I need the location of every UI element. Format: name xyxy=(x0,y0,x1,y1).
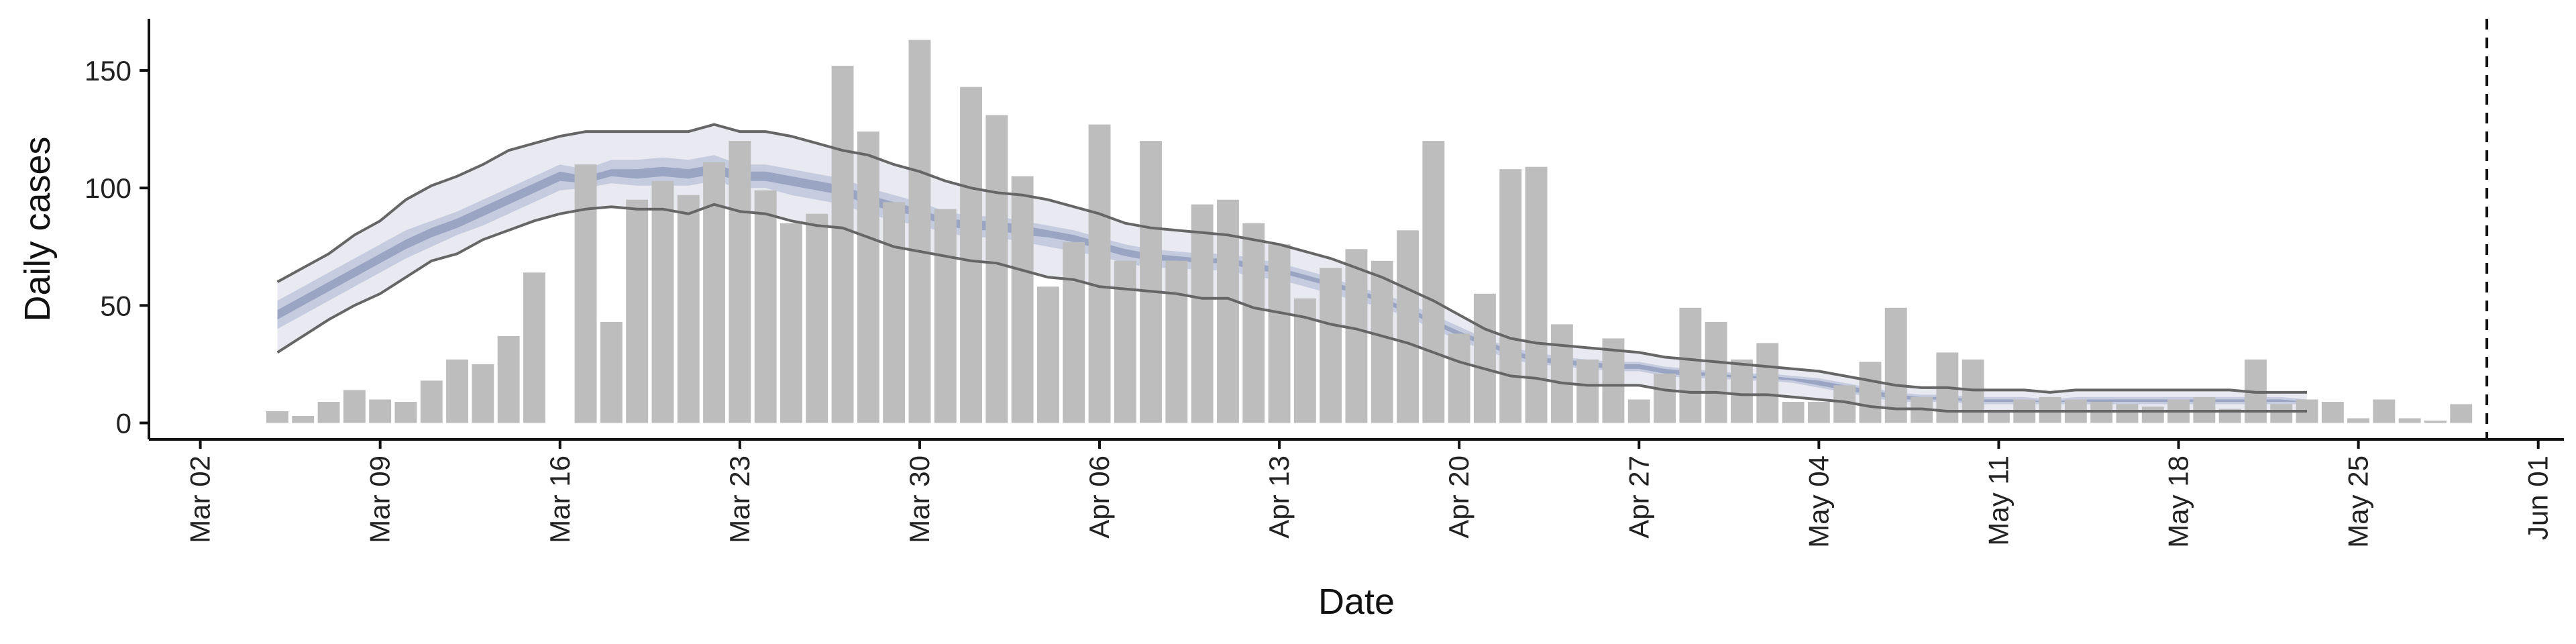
band-50 xyxy=(277,155,2307,405)
bar xyxy=(985,115,1008,423)
x-tick-label: Mar 30 xyxy=(904,455,935,543)
bar xyxy=(1679,307,1702,423)
bar xyxy=(394,402,417,423)
bar xyxy=(1011,176,1034,423)
x-tick-label: May 04 xyxy=(1803,455,1834,548)
bar xyxy=(703,162,725,423)
bar xyxy=(600,321,623,423)
bar xyxy=(266,411,288,423)
bar xyxy=(1088,124,1111,423)
bar xyxy=(1063,241,1085,423)
bar xyxy=(1499,169,1522,423)
bar xyxy=(1422,141,1445,423)
x-axis-title: Date xyxy=(1318,582,1395,622)
bar xyxy=(677,195,700,423)
bar xyxy=(317,402,340,423)
bar xyxy=(1140,141,1162,423)
x-tick-label: May 18 xyxy=(2163,455,2194,548)
bar xyxy=(780,223,802,423)
axes: 0 50 100 150 Mar 02 Mar 09 Mar 16 Mar 23 Mar 30 A… xyxy=(85,19,2564,548)
bar xyxy=(1859,362,1882,423)
bar xyxy=(1448,333,1470,423)
x-tick-label: Apr 27 xyxy=(1623,455,1654,539)
bar xyxy=(1371,260,1393,423)
bar xyxy=(1242,223,1265,423)
x-tick-label: Mar 09 xyxy=(364,455,396,543)
bar xyxy=(1731,359,1753,423)
bar xyxy=(1654,373,1676,423)
bar xyxy=(626,199,649,423)
bar xyxy=(2270,404,2293,423)
bar xyxy=(2141,407,2164,423)
bar xyxy=(2321,402,2344,423)
bar xyxy=(651,180,674,423)
bar xyxy=(1884,307,1907,423)
bar xyxy=(2347,418,2369,423)
x-tick-label: Mar 23 xyxy=(724,455,755,543)
bar xyxy=(1705,321,1727,423)
bar xyxy=(1807,402,1830,423)
bar xyxy=(343,390,366,423)
y-tick-label: 0 xyxy=(116,407,131,439)
bar xyxy=(472,364,494,423)
y-tick-label: 50 xyxy=(100,290,131,321)
bar xyxy=(857,131,879,423)
bar xyxy=(292,416,315,423)
x-tick-label: Jun 01 xyxy=(2522,455,2554,540)
credible-interval-bands xyxy=(277,124,2307,411)
bar xyxy=(497,335,520,423)
interval-boundary-lines xyxy=(276,123,2307,413)
x-tick-label: May 11 xyxy=(1982,455,2014,546)
bar xyxy=(2450,404,2473,423)
bar xyxy=(1165,260,1188,423)
bar xyxy=(831,66,854,423)
y-axis-title: Daily cases xyxy=(17,136,58,321)
daily-case-bars xyxy=(266,40,2473,423)
x-tick-label: Apr 20 xyxy=(1443,455,1474,539)
bar xyxy=(446,359,468,423)
upper-bound-line xyxy=(276,123,2307,394)
bar xyxy=(1397,230,1419,423)
bar xyxy=(1756,343,1779,423)
bar xyxy=(1268,244,1291,423)
x-tick-label: Mar 16 xyxy=(544,455,576,543)
bar xyxy=(2424,421,2447,423)
x-tick-label: May 25 xyxy=(2343,455,2374,548)
bar xyxy=(729,141,751,423)
bar xyxy=(2116,404,2139,423)
bar xyxy=(754,190,777,423)
lower-bound-line xyxy=(276,203,2307,413)
bar xyxy=(574,164,597,423)
bar xyxy=(1114,260,1136,423)
bar xyxy=(1320,268,1342,423)
bar xyxy=(1782,402,1805,423)
bar xyxy=(420,380,443,423)
x-tick-label: Mar 02 xyxy=(184,455,216,543)
bar xyxy=(883,202,906,423)
bar xyxy=(1550,324,1573,423)
bar xyxy=(1525,166,1548,423)
bar xyxy=(1037,286,1059,423)
bar xyxy=(934,209,957,423)
bar xyxy=(1988,411,2010,423)
bar xyxy=(1576,359,1599,423)
y-tick-label: 100 xyxy=(85,172,131,204)
bar xyxy=(523,272,545,423)
bar xyxy=(2398,418,2421,423)
bar xyxy=(1627,399,1650,423)
x-tick-label: Apr 06 xyxy=(1083,455,1115,539)
bar xyxy=(1345,249,1368,423)
x-tick-label: Apr 13 xyxy=(1263,455,1295,539)
bar xyxy=(806,213,828,423)
bar xyxy=(1602,338,1625,423)
bar xyxy=(2373,399,2396,423)
bar xyxy=(1191,204,1214,423)
bar xyxy=(1474,293,1496,423)
y-tick-label: 150 xyxy=(85,55,131,87)
bar xyxy=(960,87,982,423)
bar xyxy=(908,40,931,423)
bar xyxy=(369,399,392,423)
